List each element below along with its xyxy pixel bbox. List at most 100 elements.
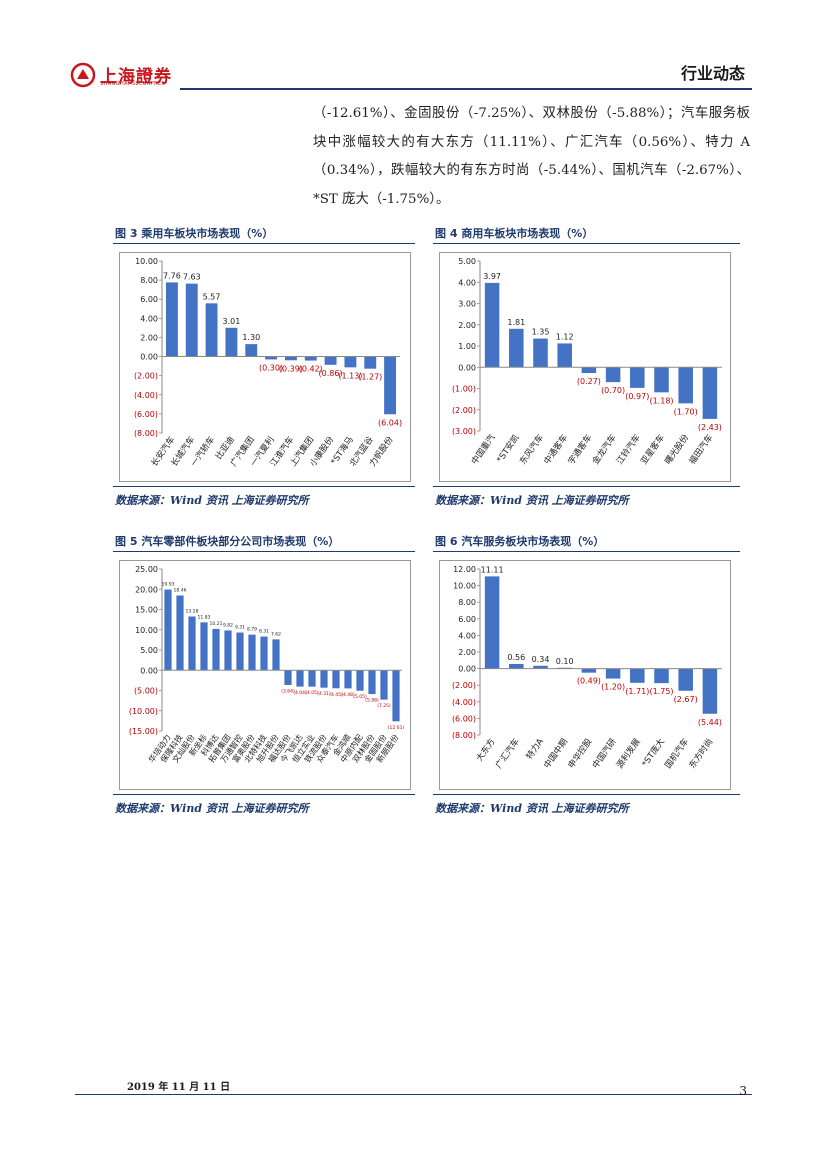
bar — [509, 663, 524, 669]
y-tick-label: 2.00 — [458, 321, 476, 330]
data-label: 9.82 — [223, 622, 233, 628]
figure-5-chart: 25.00 20.00 15.00 10.00 5.00 0.00 (5.00) (10.00… — [119, 560, 411, 790]
bar — [164, 589, 172, 671]
logo-subtitle: SHANGHAI SECURITIES — [100, 81, 166, 87]
bar — [484, 576, 500, 669]
figure-6-chart: 12.00 10.00 8.00 6.00 4.00 2.00 0.00 (2.00) (4.0… — [439, 560, 731, 790]
data-label: 11.83 — [198, 614, 211, 620]
data-label: (0.27) — [577, 377, 601, 386]
data-label: (2.43) — [698, 423, 722, 432]
data-label: (4.04) — [293, 690, 307, 696]
y-tick-label: 4.00 — [140, 314, 158, 323]
bar — [272, 639, 280, 671]
y-tick-label: (2.00) — [134, 372, 158, 381]
data-label: (5.44) — [698, 718, 722, 727]
data-label: (3.64) — [281, 688, 295, 694]
bar — [384, 356, 397, 415]
chart-svg: 12.00 10.00 8.00 6.00 4.00 2.00 0.00 (2.00) (4.0… — [452, 565, 722, 771]
bar — [224, 630, 232, 671]
x-category-label: 中国重汽 — [469, 432, 498, 467]
bar — [364, 356, 377, 369]
data-label: (1.13) — [338, 371, 362, 380]
y-tick-label: (2.00) — [452, 681, 476, 690]
y-tick-label: (4.00) — [452, 698, 476, 707]
data-label: (5.05) — [353, 694, 367, 700]
logo-text: 上海證券 — [100, 67, 172, 87]
bar — [392, 670, 400, 722]
figure-source: 数据来源：Wind 资讯 上海证券研究所 — [433, 486, 740, 510]
bar — [324, 356, 337, 365]
data-label: (4.48) — [341, 692, 355, 698]
data-label: 19.93 — [162, 582, 175, 588]
data-label: (4.05) — [305, 690, 319, 696]
bar — [605, 367, 621, 383]
x-category-label: 福田汽车 — [687, 432, 716, 466]
data-label: (1.70) — [674, 407, 698, 416]
data-label: (0.49) — [577, 677, 601, 686]
y-tick-label: 20.00 — [135, 585, 158, 594]
bar — [236, 632, 244, 671]
y-tick-label: (4.00) — [134, 391, 158, 400]
figure-4-chart: 5.00 4.00 3.00 2.00 1.00 0.00 (1.00) (2.00) (3.0… — [439, 252, 731, 482]
bar — [344, 670, 352, 689]
data-label: (12.61) — [388, 725, 405, 731]
bar — [605, 668, 621, 679]
y-tick-label: (8.00) — [452, 731, 476, 740]
bar — [581, 668, 597, 673]
figure-source: 数据来源：Wind 资讯 上海证券研究所 — [113, 794, 415, 818]
data-label: (1.18) — [649, 396, 673, 405]
data-label: (2.67) — [674, 695, 698, 704]
section-title: 行业动态 — [680, 64, 745, 83]
company-logo: 上海證券 SHANGHAI SECURITIES — [70, 62, 190, 90]
data-label: 0.10 — [556, 657, 574, 666]
data-label: 7.62 — [271, 631, 281, 637]
data-label: 1.30 — [242, 333, 260, 342]
bar — [356, 670, 364, 691]
figure-4-panel: 图 4 商用车板块市场表现（%） 5.00 4.00 3.00 2.00 1.00 0.0… — [433, 225, 740, 510]
data-label: (1.20) — [601, 683, 625, 692]
y-tick-label: 10.00 — [135, 257, 158, 266]
bar — [188, 616, 196, 671]
y-tick-label: 5.00 — [140, 646, 158, 655]
bar — [380, 670, 388, 700]
data-label: (0.70) — [601, 386, 625, 395]
y-tick-label: 10.00 — [135, 626, 158, 635]
y-tick-label: 25.00 — [135, 565, 158, 574]
data-label: 1.12 — [556, 332, 574, 341]
bar — [320, 670, 328, 688]
bar — [165, 282, 178, 357]
bar — [678, 668, 693, 691]
figure-5-panel: 图 5 汽车零部件板块部分公司市场表现（%） 25.00 20.00 15.00 10… — [113, 533, 415, 818]
y-tick-label: 0.00 — [140, 666, 158, 675]
data-label: (0.42) — [299, 365, 323, 374]
data-label: 0.56 — [507, 653, 525, 662]
y-tick-label: 15.00 — [135, 606, 158, 615]
figure-source: 数据来源：Wind 资讯 上海证券研究所 — [113, 486, 415, 510]
y-tick-label: 10.00 — [453, 582, 476, 591]
y-tick-label: (5.00) — [134, 687, 158, 696]
header-divider — [180, 88, 752, 90]
data-label: (1.71) — [625, 687, 649, 696]
bar — [678, 367, 693, 404]
bar — [245, 344, 258, 357]
figure-source: 数据来源：Wind 资讯 上海证券研究所 — [433, 794, 740, 818]
y-tick-label: (8.00) — [134, 429, 158, 438]
y-tick-label: (10.00) — [129, 707, 158, 716]
bar — [265, 356, 278, 360]
y-tick-label: 8.00 — [458, 598, 476, 607]
y-tick-label: 4.00 — [458, 278, 476, 287]
data-label: (4.45) — [329, 692, 343, 698]
data-label: (0.97) — [625, 392, 649, 401]
page-number: 3 — [739, 1084, 747, 1098]
y-tick-label: (15.00) — [129, 727, 158, 736]
bar — [533, 338, 548, 368]
data-label: 1.81 — [507, 318, 525, 327]
bar — [284, 356, 297, 361]
data-label: (6.04) — [378, 418, 402, 427]
y-tick-label: 6.00 — [140, 295, 158, 304]
bar — [509, 328, 524, 368]
figure-6-panel: 图 6 汽车服务板块市场表现（%） 12.00 10.00 8.00 6.00 4.00… — [433, 533, 740, 818]
y-tick-label: 5.00 — [458, 257, 476, 266]
data-label: (7.25) — [377, 703, 391, 709]
x-category-label: 东方时尚 — [687, 736, 716, 770]
